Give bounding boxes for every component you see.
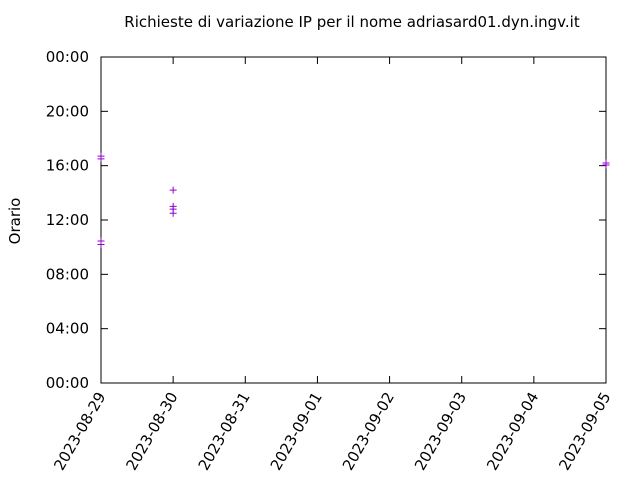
point — [97, 155, 105, 163]
x-tick-label: 2023-09-05 — [555, 389, 614, 474]
x-tick-label: 2023-08-30 — [122, 389, 181, 474]
point — [169, 186, 177, 194]
x-tick-label: 2023-08-29 — [50, 389, 109, 474]
plot-frame — [100, 56, 607, 384]
x-tick-label: 2023-08-31 — [195, 389, 254, 474]
y-tick-label: 12:00 — [46, 211, 89, 229]
y-tick-label: 00:00 — [46, 48, 89, 66]
y-axis-label: Orario — [6, 198, 24, 245]
point — [97, 240, 105, 248]
chart-title: Richieste di variazione IP per il nome a… — [124, 13, 580, 31]
y-tick-label: 00:00 — [46, 374, 89, 392]
y-tick-label: 20:00 — [46, 102, 89, 120]
x-tick-label: 2023-09-04 — [483, 389, 542, 474]
y-tick-label: 04:00 — [46, 320, 89, 338]
y-tick-label: 16:00 — [46, 157, 89, 175]
x-tick-label: 2023-09-01 — [267, 389, 326, 474]
x-tick-label: 2023-09-03 — [411, 389, 470, 474]
point — [169, 209, 177, 217]
point — [602, 161, 610, 169]
x-tick-label: 2023-09-02 — [339, 389, 398, 474]
y-tick-label: 08:00 — [46, 265, 89, 283]
